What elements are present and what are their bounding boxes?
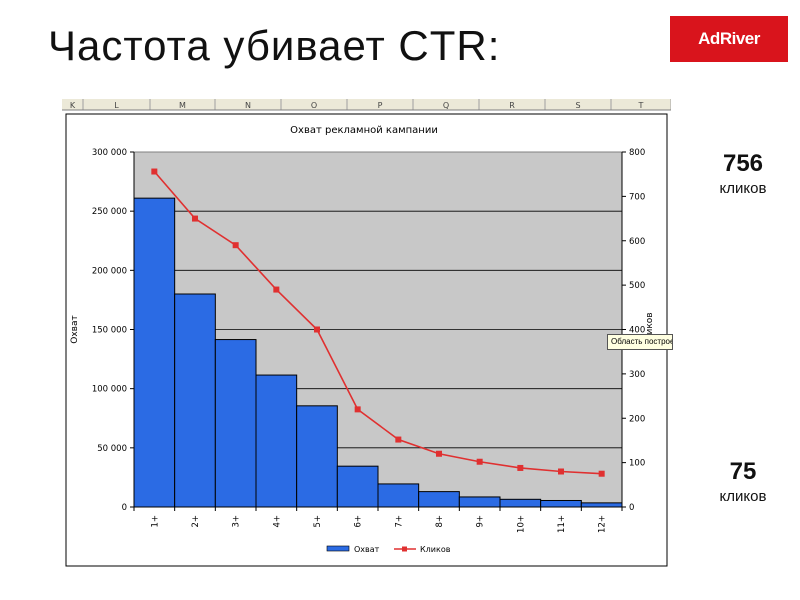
y-tick-label: 0	[122, 503, 127, 513]
column-header-R: R	[509, 101, 515, 110]
column-header-M: M	[179, 101, 186, 110]
stat-bottom: 75 кликов	[688, 458, 798, 508]
clicks-point-11+	[558, 468, 564, 475]
legend-label-reach: Охват	[354, 545, 380, 554]
clicks-point-8+	[436, 450, 442, 457]
y2-tick-label: 500	[629, 281, 645, 291]
x-tick-label-12+: 12+	[598, 515, 608, 533]
x-tick-label-2+: 2+	[191, 515, 201, 528]
bar-5+	[296, 405, 338, 508]
column-header-S: S	[575, 101, 580, 110]
column-header-T: T	[638, 101, 644, 110]
y2-tick-label: 700	[629, 192, 645, 202]
bar-7+	[377, 483, 420, 508]
bar-10+	[499, 498, 542, 508]
x-tick-label-10+: 10+	[516, 515, 526, 533]
column-header-strip	[62, 99, 671, 110]
y2-tick-label: 0	[629, 503, 634, 513]
chart-svg[interactable]: K L M N O P Q R S T Охват рекламной кампании 0 50 00…	[62, 99, 671, 569]
column-header-O: O	[311, 101, 317, 110]
y2-tick-label: 600	[629, 237, 645, 247]
x-tick-label-3+: 3+	[232, 515, 242, 528]
y-tick-label: 250 000	[92, 207, 127, 217]
stat-bottom-label: кликов	[719, 488, 767, 505]
y-tick-label: 300 000	[92, 148, 127, 158]
clicks-point-4+	[273, 286, 280, 293]
bar-8+	[418, 491, 460, 508]
y2-tick-label: 800	[629, 148, 645, 158]
stat-top: 756 кликов	[688, 150, 798, 200]
column-header-K: K	[70, 101, 76, 110]
clicks-point-12+	[598, 470, 605, 477]
y-tick-label: 50 000	[97, 444, 127, 454]
column-header-Q: Q	[443, 101, 449, 110]
clicks-point-2+	[192, 215, 198, 222]
x-tick-label-7+: 7+	[394, 515, 404, 528]
clicks-point-6+	[354, 406, 361, 413]
slide-title: Частота убивает CTR:	[48, 22, 501, 69]
clicks-point-5+	[314, 326, 320, 333]
x-tick-label-1+: 1+	[150, 515, 160, 528]
y2-tick-label: 100	[629, 459, 645, 469]
bar-11+	[540, 499, 582, 508]
x-tick-label-9+: 9+	[476, 515, 486, 528]
clicks-point-3+	[232, 242, 239, 249]
legend-label-clicks: Кликов	[420, 545, 451, 554]
bar-12+	[580, 502, 623, 508]
stat-top-label: кликов	[719, 180, 767, 197]
bar-3+	[214, 339, 257, 508]
x-tick-label-5+: 5+	[313, 515, 323, 528]
chart-title: Охват рекламной кампании	[290, 125, 438, 136]
column-header-P: P	[378, 101, 383, 110]
bar-4+	[255, 374, 298, 508]
plot-area-tooltip: Область построения диаграммы	[607, 334, 673, 350]
y-tick-label: 100 000	[92, 385, 127, 395]
bar-6+	[336, 465, 379, 508]
y-tick-label: 150 000	[92, 326, 127, 336]
y2-tick-label: 200	[629, 414, 645, 424]
clicks-point-10+	[517, 464, 524, 471]
clicks-line	[153, 171, 602, 475]
x-tick-label-6+: 6+	[354, 515, 364, 528]
column-header-N: N	[245, 101, 251, 110]
x-tick-label-4+: 4+	[272, 515, 282, 528]
stat-bottom-number: 75	[729, 458, 757, 485]
clicks-point-1+	[151, 168, 158, 175]
clicks-point-9+	[476, 458, 483, 465]
bar-1+	[133, 197, 176, 508]
bar-9+	[458, 496, 501, 508]
y-tick-label: 200 000	[92, 266, 127, 276]
spreadsheet-screenshot: K L M N O P Q R S T Охват рекламной кампании 0 50 00…	[62, 99, 671, 569]
x-tick-label-11+: 11+	[557, 515, 567, 533]
legend-marker-clicks	[402, 546, 407, 552]
stat-top-number: 756	[722, 150, 764, 177]
legend-swatch-reach	[326, 545, 350, 552]
clicks-point-7+	[395, 436, 402, 443]
y2-tick-label: 400	[629, 326, 645, 336]
y2-tick-label: 300	[629, 370, 645, 380]
column-header-L: L	[114, 101, 119, 110]
adriver-logo: AdRiver	[670, 16, 788, 62]
y-axis-label: Охват	[70, 315, 80, 343]
x-tick-label-8+: 8+	[435, 515, 445, 528]
bar-2+	[174, 293, 216, 508]
y2-axis-label: Кликов	[645, 312, 655, 346]
